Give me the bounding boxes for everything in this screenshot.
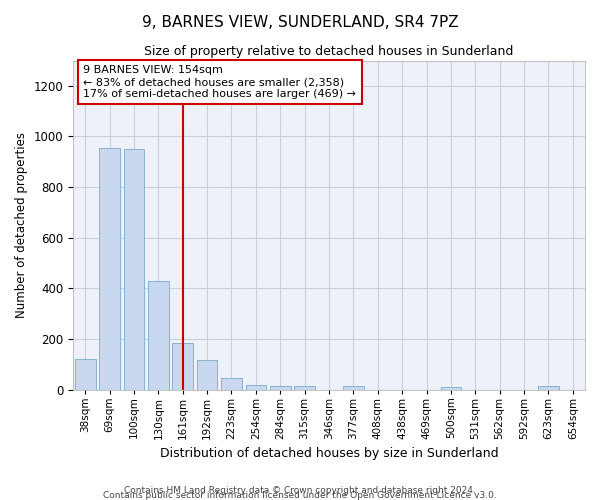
Bar <box>343 386 364 390</box>
Text: 9, BARNES VIEW, SUNDERLAND, SR4 7PZ: 9, BARNES VIEW, SUNDERLAND, SR4 7PZ <box>142 15 458 30</box>
Bar <box>99 148 120 390</box>
Bar <box>124 149 145 390</box>
Text: 9 BARNES VIEW: 154sqm
← 83% of detached houses are smaller (2,358)
17% of semi-d: 9 BARNES VIEW: 154sqm ← 83% of detached … <box>83 66 356 98</box>
Title: Size of property relative to detached houses in Sunderland: Size of property relative to detached ho… <box>145 45 514 58</box>
Text: Contains public sector information licensed under the Open Government Licence v3: Contains public sector information licen… <box>103 490 497 500</box>
Bar <box>172 343 193 390</box>
Bar <box>270 386 290 390</box>
X-axis label: Distribution of detached houses by size in Sunderland: Distribution of detached houses by size … <box>160 447 499 460</box>
Bar <box>221 378 242 390</box>
Bar <box>538 386 559 390</box>
Bar <box>245 384 266 390</box>
Bar <box>440 387 461 390</box>
Y-axis label: Number of detached properties: Number of detached properties <box>15 132 28 318</box>
Bar <box>75 359 95 390</box>
Bar <box>294 386 315 390</box>
Bar <box>197 360 217 390</box>
Text: Contains HM Land Registry data © Crown copyright and database right 2024.: Contains HM Land Registry data © Crown c… <box>124 486 476 495</box>
Bar <box>148 281 169 390</box>
